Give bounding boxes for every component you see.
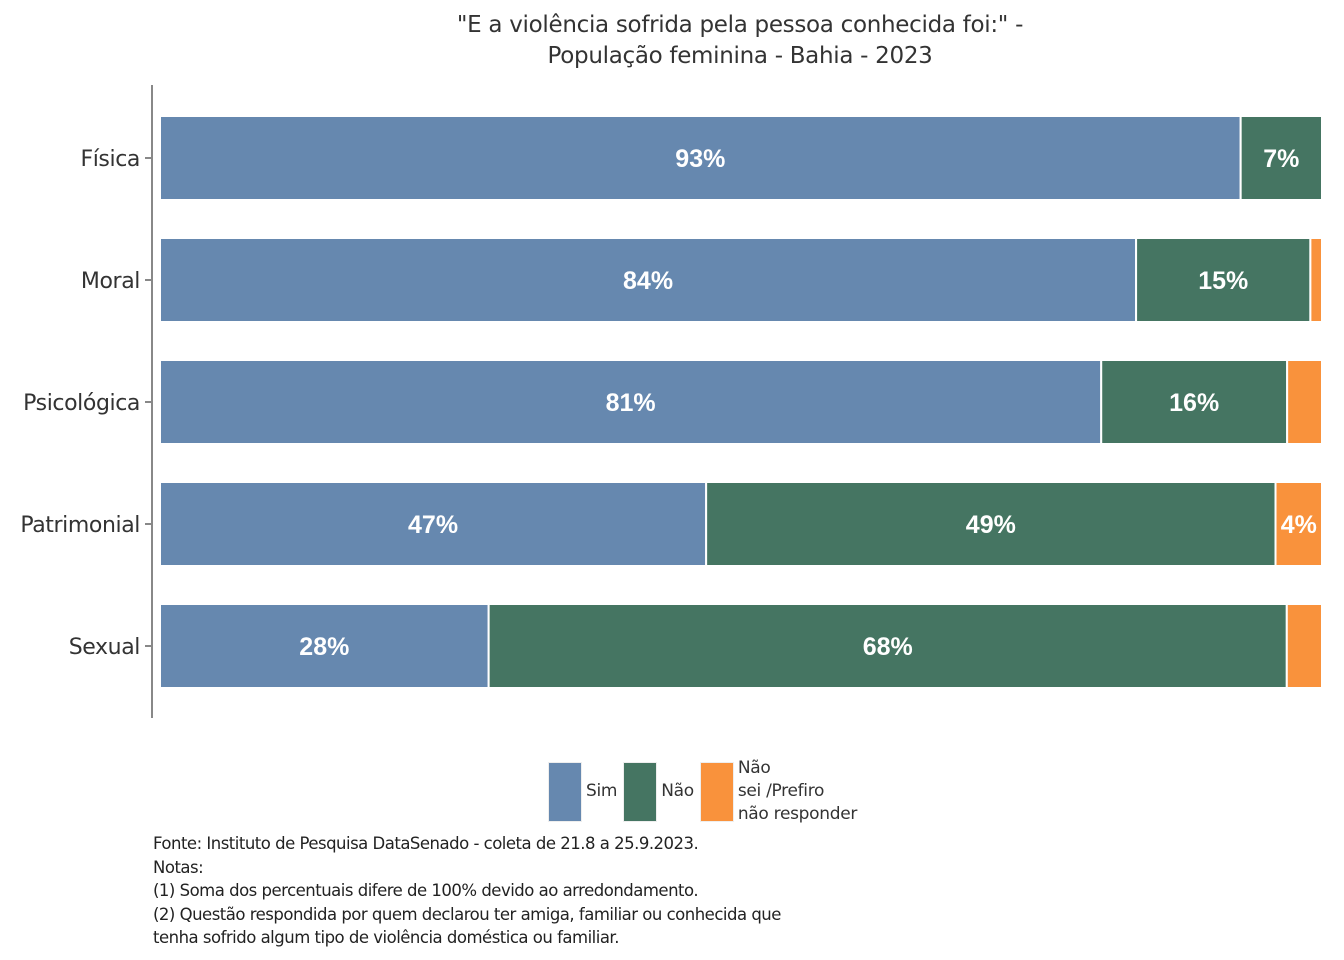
chart-notes: Fonte: Instituto de Pesquisa DataSenado … xyxy=(153,832,781,950)
bar-moral-series-2 xyxy=(1309,237,1324,323)
chart-subtitle: População feminina - Bahia - 2023 xyxy=(547,43,933,69)
note-1: (1) Soma dos percentuais difere de 100% … xyxy=(153,881,699,900)
bar-psicologica-series-1 xyxy=(1100,359,1289,445)
legend: Sim Não Não sei /Prefiro não responder xyxy=(548,757,869,826)
y-label-patrimonial: Patrimonial xyxy=(20,513,140,538)
bar-label-patrimonial-series-2: 4% xyxy=(1281,511,1317,539)
y-label-sexual: Sexual xyxy=(69,635,140,660)
bar-label-psicologica-series-1: 16% xyxy=(1169,389,1219,417)
legend-item-nao: Não xyxy=(623,761,694,822)
legend-label-nao-sei-line2: sei /Prefiro xyxy=(737,781,825,801)
legend-item-sim: Sim xyxy=(548,761,618,822)
y-label-psicologica: Psicológica xyxy=(23,391,140,416)
note-2-line-1: (2) Questão respondida por quem declarou… xyxy=(153,904,781,924)
bar-label-sexual-series-1: 68% xyxy=(863,633,913,661)
bar-label-patrimonial-series-1: 49% xyxy=(966,511,1016,539)
bar-fisica-series-0 xyxy=(159,115,1242,201)
bar-fisica-series-1 xyxy=(1239,115,1324,201)
bar-label-fisica-series-0: 93% xyxy=(675,145,725,173)
bar-label-fisica-series-1: 7% xyxy=(1263,145,1299,173)
note-2-line-2: tenha sofrido algum tipo de violência do… xyxy=(153,928,619,947)
bar-psicologica-series-2 xyxy=(1286,359,1324,445)
bar-label-moral-series-1: 15% xyxy=(1198,267,1248,295)
legend-label-sim: Sim xyxy=(586,781,618,801)
legend-swatch-sim xyxy=(548,761,582,822)
legend-item-nao-sei: Não sei /Prefiro não responder xyxy=(699,757,863,826)
bar-moral-series-0 xyxy=(159,237,1138,323)
y-axis-ticks xyxy=(145,157,152,647)
y-label-fisica: Física xyxy=(80,147,140,172)
bar-patrimonial-series-2 xyxy=(1274,481,1324,567)
bar-label-patrimonial-series-0: 47% xyxy=(408,511,458,539)
bar-moral-series-1 xyxy=(1135,237,1312,323)
y-axis-labels: Física Moral Psicológica Patrimonial Sexual xyxy=(20,147,140,660)
bar-label-sexual-series-0: 28% xyxy=(299,633,349,661)
bar-labels: 93% 7% 84% 15% 81% 16% 47% 49% 4% 28% 68% xyxy=(299,145,1317,661)
notes-heading: Notas: xyxy=(153,857,204,877)
legend-label-nao-sei: Não sei /Prefiro não responder xyxy=(738,757,863,826)
bar-chart: FísicaMoralPsicológicaPatrimonialSexual … xyxy=(20,85,1324,718)
bars xyxy=(159,115,1324,689)
legend-label-nao-sei-line1: Não xyxy=(737,758,771,778)
chart-title: "E a violência sofrida pela pessoa conhe… xyxy=(456,12,1024,38)
y-label-moral: Moral xyxy=(81,269,140,294)
bar-patrimonial-series-0 xyxy=(159,481,708,567)
bar-label-psicologica-series-0: 81% xyxy=(606,389,656,417)
legend-label-nao-sei-line3: não responder xyxy=(737,804,858,824)
bar-psicologica-series-0 xyxy=(159,359,1103,445)
bar-sexual-series-2 xyxy=(1285,603,1323,689)
legend-label-nao: Não xyxy=(661,781,694,801)
bar-sexual-series-0 xyxy=(159,603,490,689)
legend-swatch-nao xyxy=(623,761,658,822)
bar-sexual-series-1 xyxy=(487,603,1288,689)
bar-label-moral-series-0: 84% xyxy=(623,267,673,295)
source-note: Fonte: Instituto de Pesquisa DataSenado … xyxy=(153,834,699,853)
legend-swatch-nao-sei xyxy=(699,761,734,822)
